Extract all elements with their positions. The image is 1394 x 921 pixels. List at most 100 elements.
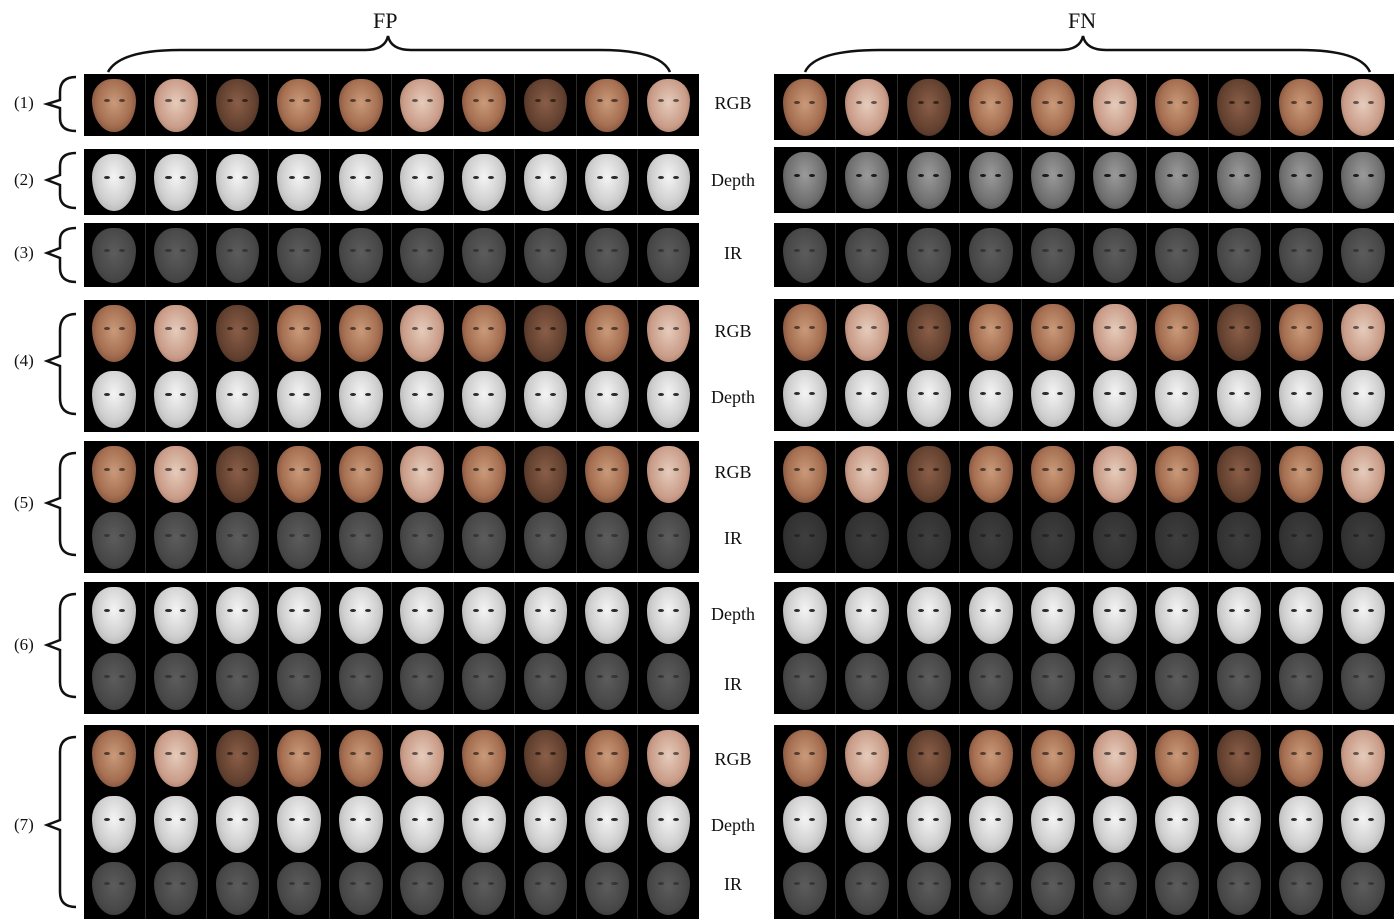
face-thumbnail [577,507,639,573]
face-image [646,446,691,504]
face-image [844,446,889,504]
face-thumbnail [774,725,837,791]
face-image [782,730,827,788]
row-label-6: (6) [14,635,34,654]
face-image [462,587,506,645]
face-image [1093,79,1138,137]
face-thumbnail [454,725,516,791]
face-thumbnail [577,725,639,791]
face-image [585,78,629,133]
face-image [523,861,568,916]
face-thumbnail [454,300,516,366]
row-label-3: (3) [14,243,34,262]
face-image [277,305,321,363]
face-image [968,861,1013,916]
face-thumbnail [1022,791,1085,857]
face-image [338,861,383,916]
face-thumbnail [1084,441,1147,507]
face-thumbnail [638,441,699,507]
face-image [1217,79,1262,137]
face-image [844,730,889,788]
face-thumbnail [960,725,1023,791]
face-thumbnail [84,791,146,857]
face-thumbnail [454,366,516,432]
face-image [92,796,137,854]
face-image [1279,796,1324,854]
face-thumbnail [898,507,961,573]
face-image [338,796,383,854]
face-thumbnail [330,648,392,714]
face-image [1155,446,1200,504]
face-image [215,154,260,212]
face-image [968,512,1013,570]
face-thumbnail [84,507,146,573]
fn-strip-row7-rgb [774,725,1394,791]
face-thumbnail [638,857,699,919]
face-image [523,371,568,429]
face-image [154,228,198,284]
face-thumbnail [1333,365,1394,431]
face-thumbnail [1209,299,1271,365]
face-image [844,304,889,362]
face-image [585,371,629,429]
face-image [968,370,1013,428]
face-image [906,370,951,428]
face-thumbnail [836,365,899,431]
face-image [462,730,506,788]
face-thumbnail [638,791,699,857]
face-thumbnail [898,725,961,791]
face-image [1093,152,1138,210]
face-image [277,730,321,788]
face-image [782,653,827,711]
face-thumbnail [84,149,146,215]
face-image [782,861,827,916]
face-thumbnail [1147,507,1209,573]
face-thumbnail [84,582,146,648]
face-thumbnail [1271,725,1333,791]
face-image [215,653,260,711]
face-image [1279,587,1324,645]
fn-strip-row7-ir [774,857,1394,919]
fp-strip-row7-depth [84,791,699,857]
face-image [1030,446,1075,504]
face-image [646,78,691,133]
face-thumbnail [1147,147,1209,213]
face-image [1341,228,1386,284]
face-image [523,730,568,788]
face-image [338,78,383,133]
face-thumbnail [207,857,269,919]
face-image [1341,730,1386,788]
face-thumbnail [207,223,269,287]
face-image [646,371,691,429]
face-thumbnail [1022,74,1085,140]
face-image [462,154,506,212]
face-thumbnail [146,223,208,287]
face-image [523,228,568,284]
face-thumbnail [1271,857,1333,919]
face-image [646,228,691,284]
modality-label: Depth [711,815,755,835]
face-thumbnail [836,582,899,648]
face-image [277,512,321,570]
face-image [277,228,321,284]
face-thumbnail [392,648,454,714]
face-image [92,371,137,429]
face-image [1093,304,1138,362]
face-image [646,587,691,645]
face-thumbnail [330,366,392,432]
fp-brace [106,35,672,73]
face-image [277,587,321,645]
face-thumbnail [898,791,961,857]
face-image [1279,304,1324,362]
face-image [523,587,568,645]
face-image [462,78,506,133]
fp-strip-row7-ir [84,857,699,919]
modality-label: RGB [714,462,752,482]
face-thumbnail [1271,582,1333,648]
face-thumbnail [515,366,577,432]
face-image [400,796,445,854]
face-image [1217,304,1262,362]
face-image [585,228,629,284]
face-image [400,228,445,284]
modality-label: RGB [714,321,752,341]
